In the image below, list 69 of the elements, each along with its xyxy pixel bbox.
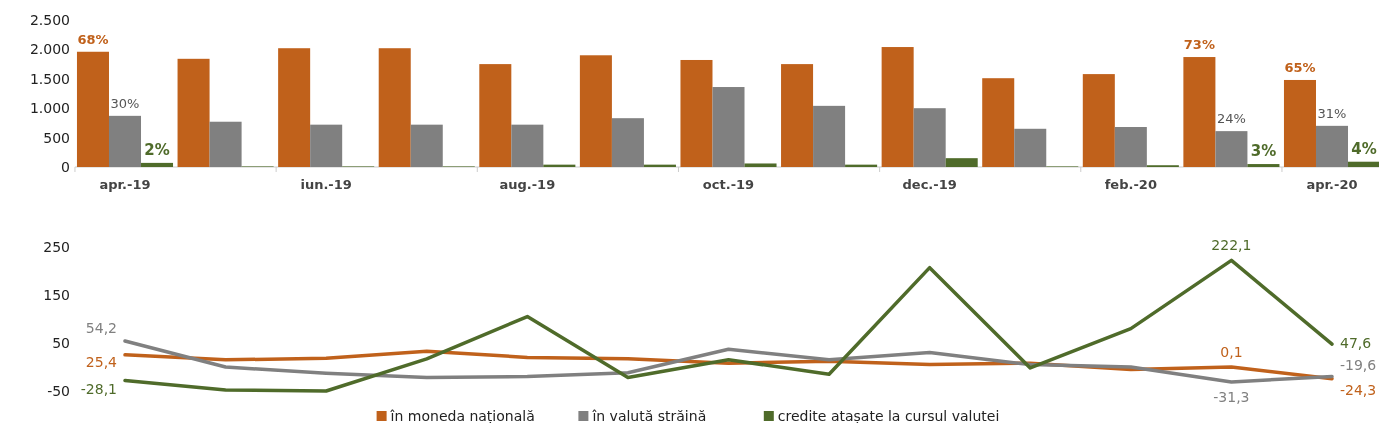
y-tick-label: -50 (47, 382, 70, 399)
bar (982, 78, 1015, 167)
bar (813, 105, 846, 167)
x-tick-label: aug.-19 (499, 177, 556, 192)
bar (310, 124, 343, 167)
bar (1183, 57, 1216, 167)
data-label: 25,4 (85, 353, 118, 370)
y-tick-label: 1.500 (29, 70, 70, 87)
x-tick-label: dec.-19 (902, 177, 957, 192)
y-tick-label: 2.000 (29, 41, 70, 58)
data-label: -24,3 (1340, 381, 1377, 398)
bar (913, 108, 946, 167)
bar (511, 124, 544, 167)
bar (945, 158, 978, 167)
legend-label: în valută străină (591, 408, 707, 423)
bar (278, 48, 311, 167)
bar (1082, 74, 1115, 167)
annotation: 65% (1284, 59, 1316, 75)
bar (410, 124, 443, 167)
annotation: 31% (1317, 105, 1347, 121)
x-tick-label: apr.-19 (99, 177, 151, 192)
y-tick-label: 50 (52, 334, 70, 351)
data-label: 0,1 (1220, 343, 1243, 360)
y-tick-label: 500 (43, 129, 70, 146)
annotation: 3% (1250, 142, 1277, 161)
y-tick-label: 0 (61, 158, 70, 175)
bar (1114, 127, 1147, 167)
bar (1215, 131, 1248, 167)
y-tick-label: 250 (43, 238, 70, 255)
data-label: 47,6 (1340, 335, 1372, 352)
bar (881, 47, 914, 167)
data-label: 222,1 (1211, 237, 1252, 254)
bar (1315, 125, 1349, 167)
bar (680, 59, 713, 167)
bar (611, 118, 644, 167)
annotation: 30% (110, 95, 140, 111)
bar (378, 48, 411, 167)
line-series (123, 258, 1334, 393)
bar (76, 51, 109, 167)
data-label: -31,3 (1213, 389, 1250, 406)
bar (579, 55, 612, 167)
annotation: 2% (144, 140, 170, 159)
bar (1247, 164, 1280, 167)
bar (1014, 128, 1047, 167)
bar (479, 64, 512, 167)
y-tick-label: 1.000 (29, 100, 70, 117)
bar (1283, 79, 1316, 167)
data-label: -28,1 (80, 381, 117, 398)
y-tick-label: 150 (43, 286, 70, 303)
x-tick-label: iun.-19 (300, 177, 352, 192)
bar (712, 87, 745, 167)
annotation: 68% (77, 31, 109, 47)
bar (177, 58, 210, 167)
x-tick-label: apr.-20 (1306, 177, 1358, 192)
bar (209, 121, 242, 167)
annotation: 24% (1216, 111, 1246, 127)
y-tick-label: 2.500 (29, 11, 70, 28)
bar (781, 64, 814, 167)
x-tick-label: feb.-20 (1104, 177, 1157, 192)
x-tick-label: oct.-19 (702, 177, 755, 192)
data-label: 54,2 (85, 319, 117, 336)
bar (744, 163, 777, 167)
data-label: -19,6 (1340, 357, 1377, 374)
annotation: 4% (1351, 139, 1377, 158)
bar (141, 162, 174, 167)
bar (108, 115, 142, 167)
line-series (123, 339, 1334, 384)
bar (1348, 161, 1379, 167)
annotation: 73% (1183, 37, 1215, 53)
